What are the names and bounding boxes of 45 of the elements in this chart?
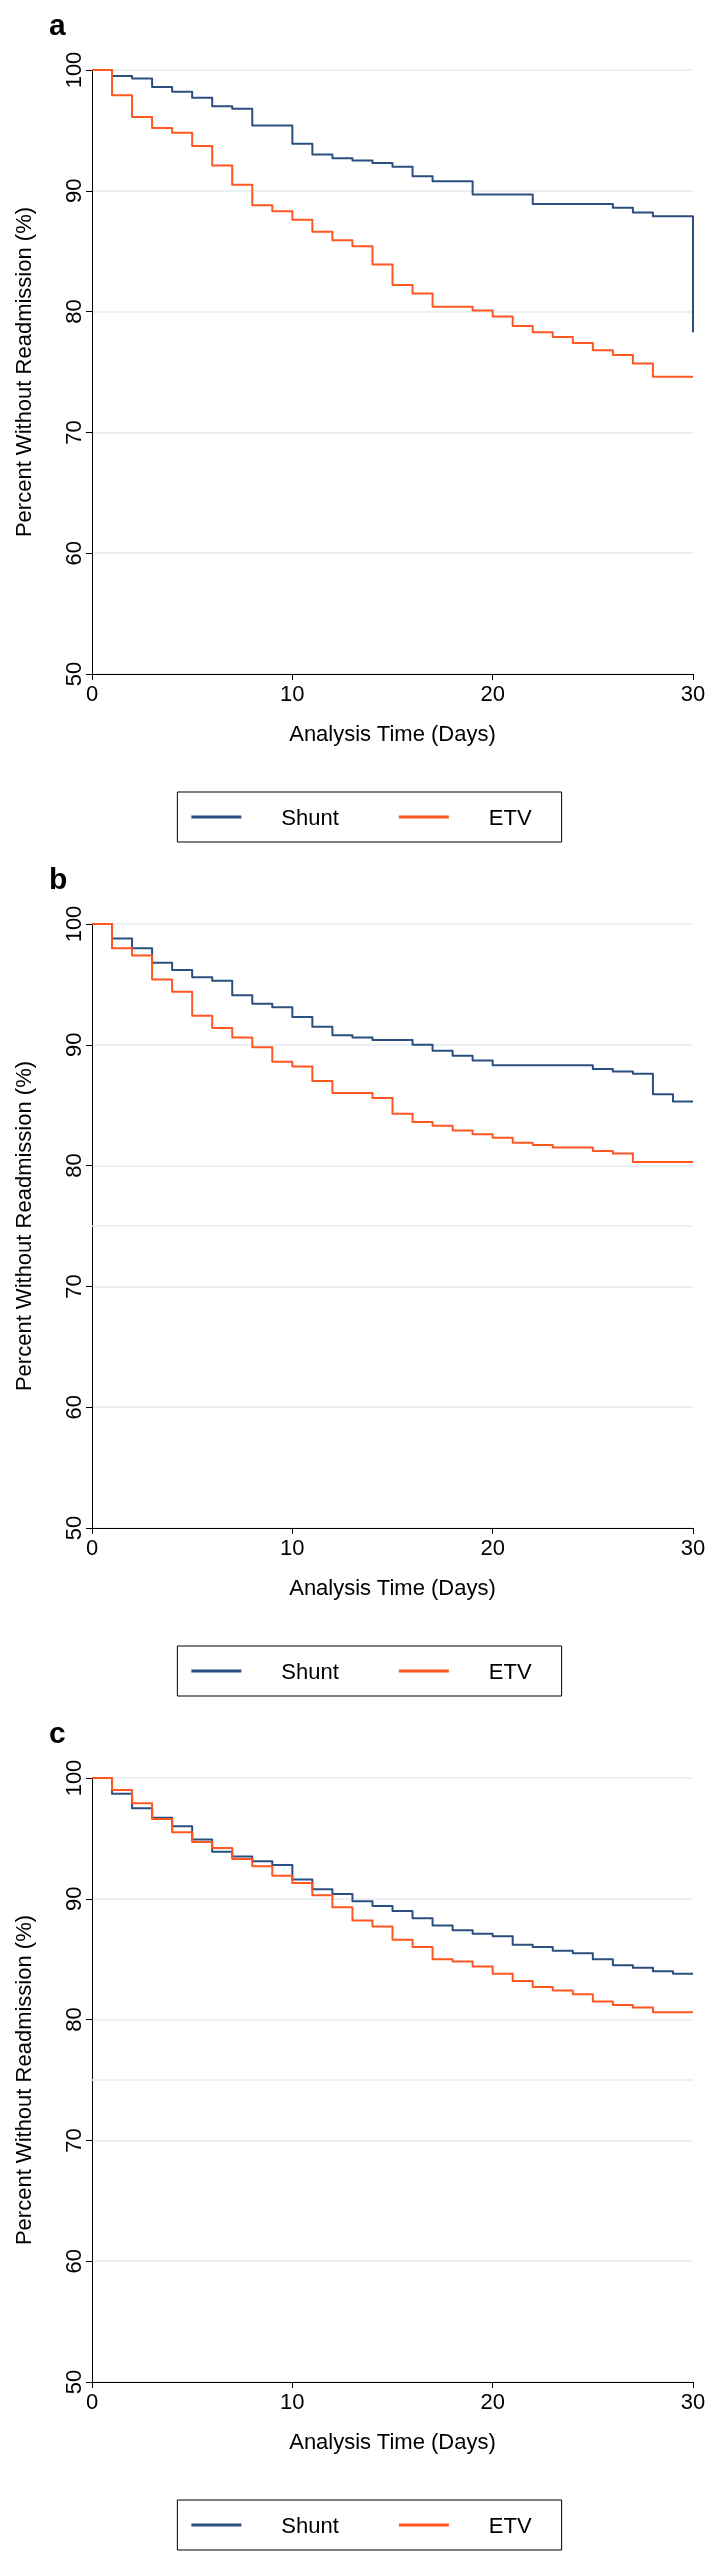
x-tick-label: 20 <box>480 680 505 706</box>
legend-label: ETV <box>488 804 532 830</box>
x-tick-label: 10 <box>280 680 305 706</box>
y-tick-label: 100 <box>60 905 86 943</box>
y-tick-label: 80 <box>60 2007 86 2032</box>
chart-title: c <box>49 1715 66 1749</box>
y-axis-title: Percent Without Readmission (%) <box>10 1914 36 2246</box>
y-tick-label: 60 <box>60 2248 86 2274</box>
x-tick-label: 0 <box>85 2388 99 2414</box>
x-tick-label: 10 <box>280 2388 305 2414</box>
x-tick-label: 20 <box>480 2388 505 2414</box>
legend-label: Shunt <box>281 1658 339 1684</box>
x-tick-label: 30 <box>680 2388 706 2414</box>
legend-label: ETV <box>488 1658 532 1684</box>
x-tick-label: 30 <box>680 1534 706 1560</box>
chart-title: a <box>49 7 66 41</box>
y-tick-label: 80 <box>60 299 86 324</box>
legend-label: Shunt <box>281 804 339 830</box>
x-tick-label: 20 <box>480 1534 505 1560</box>
y-axis-title: Percent Without Readmission (%) <box>10 1060 36 1392</box>
y-tick-label: 70 <box>60 420 86 445</box>
y-tick-label: 70 <box>60 1274 86 1299</box>
y-tick-label: 50 <box>60 661 86 687</box>
y-tick-label: 100 <box>60 1759 86 1797</box>
x-tick-label: 0 <box>85 1534 99 1560</box>
y-tick-label: 80 <box>60 1153 86 1178</box>
y-tick-label: 100 <box>60 51 86 89</box>
legend-label: Shunt <box>281 2512 339 2538</box>
chart-title: b <box>49 861 68 895</box>
y-tick-label: 50 <box>60 1515 86 1541</box>
y-tick-label: 70 <box>60 2128 86 2153</box>
y-tick-label: 90 <box>60 1886 86 1912</box>
y-tick-label: 60 <box>60 1394 86 1420</box>
x-axis-title: Analysis Time (Days) <box>289 1574 496 1600</box>
y-tick-label: 90 <box>60 178 86 204</box>
y-axis-title: Percent Without Readmission (%) <box>10 206 36 538</box>
y-tick-label: 60 <box>60 540 86 566</box>
x-tick-label: 10 <box>280 1534 305 1560</box>
y-tick-label: 50 <box>60 2369 86 2395</box>
x-tick-label: 30 <box>680 680 706 706</box>
x-tick-label: 0 <box>85 680 99 706</box>
legend-label: ETV <box>488 2512 532 2538</box>
x-axis-title: Analysis Time (Days) <box>289 720 496 746</box>
x-axis-title: Analysis Time (Days) <box>289 2428 496 2454</box>
y-tick-label: 90 <box>60 1032 86 1058</box>
